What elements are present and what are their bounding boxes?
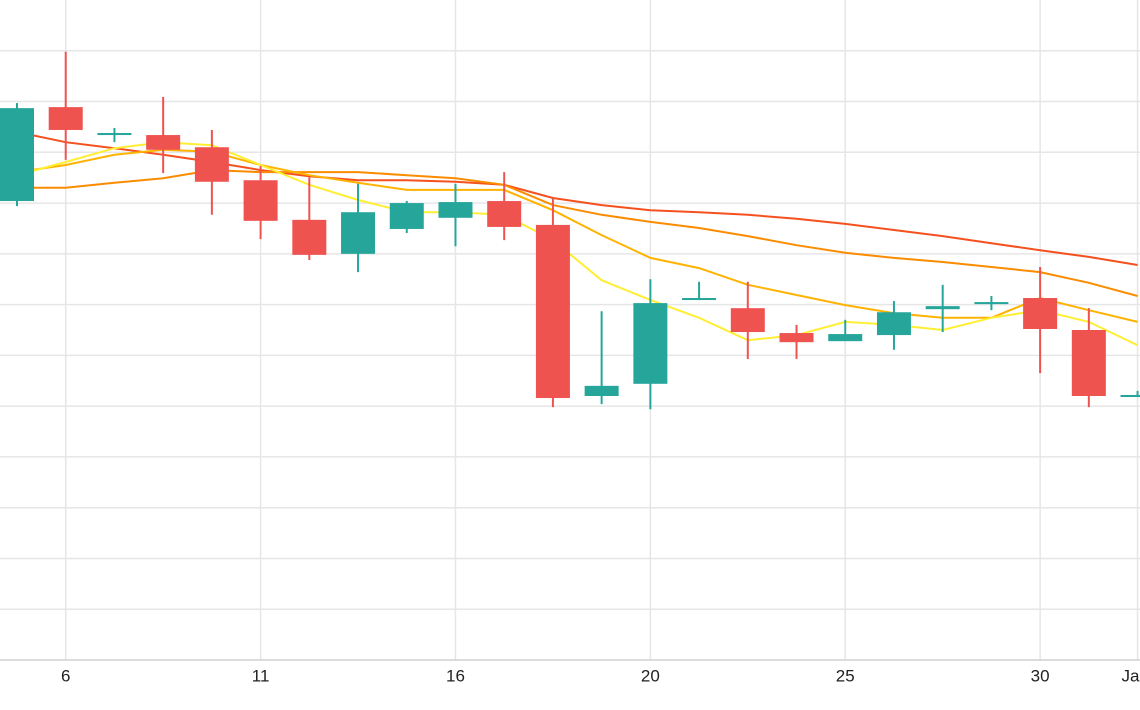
x-tick-label: 30 [1031,666,1050,685]
candle-body [0,108,34,202]
x-tick-label: 11 [252,666,270,685]
candle-body [48,107,83,130]
candle-body [97,133,132,136]
x-tick-label: 25 [836,666,855,685]
x-tick-label: 6 [61,666,70,685]
candle-body [730,308,765,333]
candle-body [779,333,814,343]
candles [0,51,1140,410]
candle-body [1120,394,1140,398]
candle-body [389,203,424,229]
candle-body [828,334,863,342]
moving-averages [16,131,1139,347]
candle-body [146,135,181,150]
candle-body [535,224,570,399]
x-tick-label: 16 [446,666,465,685]
candle-body [974,302,1009,305]
candle-body [876,312,911,336]
candle-body [1071,330,1106,396]
candle-body [194,147,229,182]
candle-body [1023,298,1058,329]
candle-body [341,212,376,254]
candle-body [925,306,960,310]
candle-body [682,298,717,301]
x-tick-label: 20 [641,666,660,685]
candle-body [292,219,327,255]
candle-body [633,303,668,384]
moving-average-line [16,141,1139,347]
x-axis: 6 11 16 20 25 30 Ja [0,659,1140,685]
candle-body [438,202,473,218]
candle-body [243,180,278,221]
candle-body [584,385,619,396]
candle-body [487,201,522,227]
x-tick-label: Ja [1122,666,1140,685]
moving-average-line [16,148,1138,323]
grid [0,0,1140,660]
moving-average-line [17,169,1138,297]
